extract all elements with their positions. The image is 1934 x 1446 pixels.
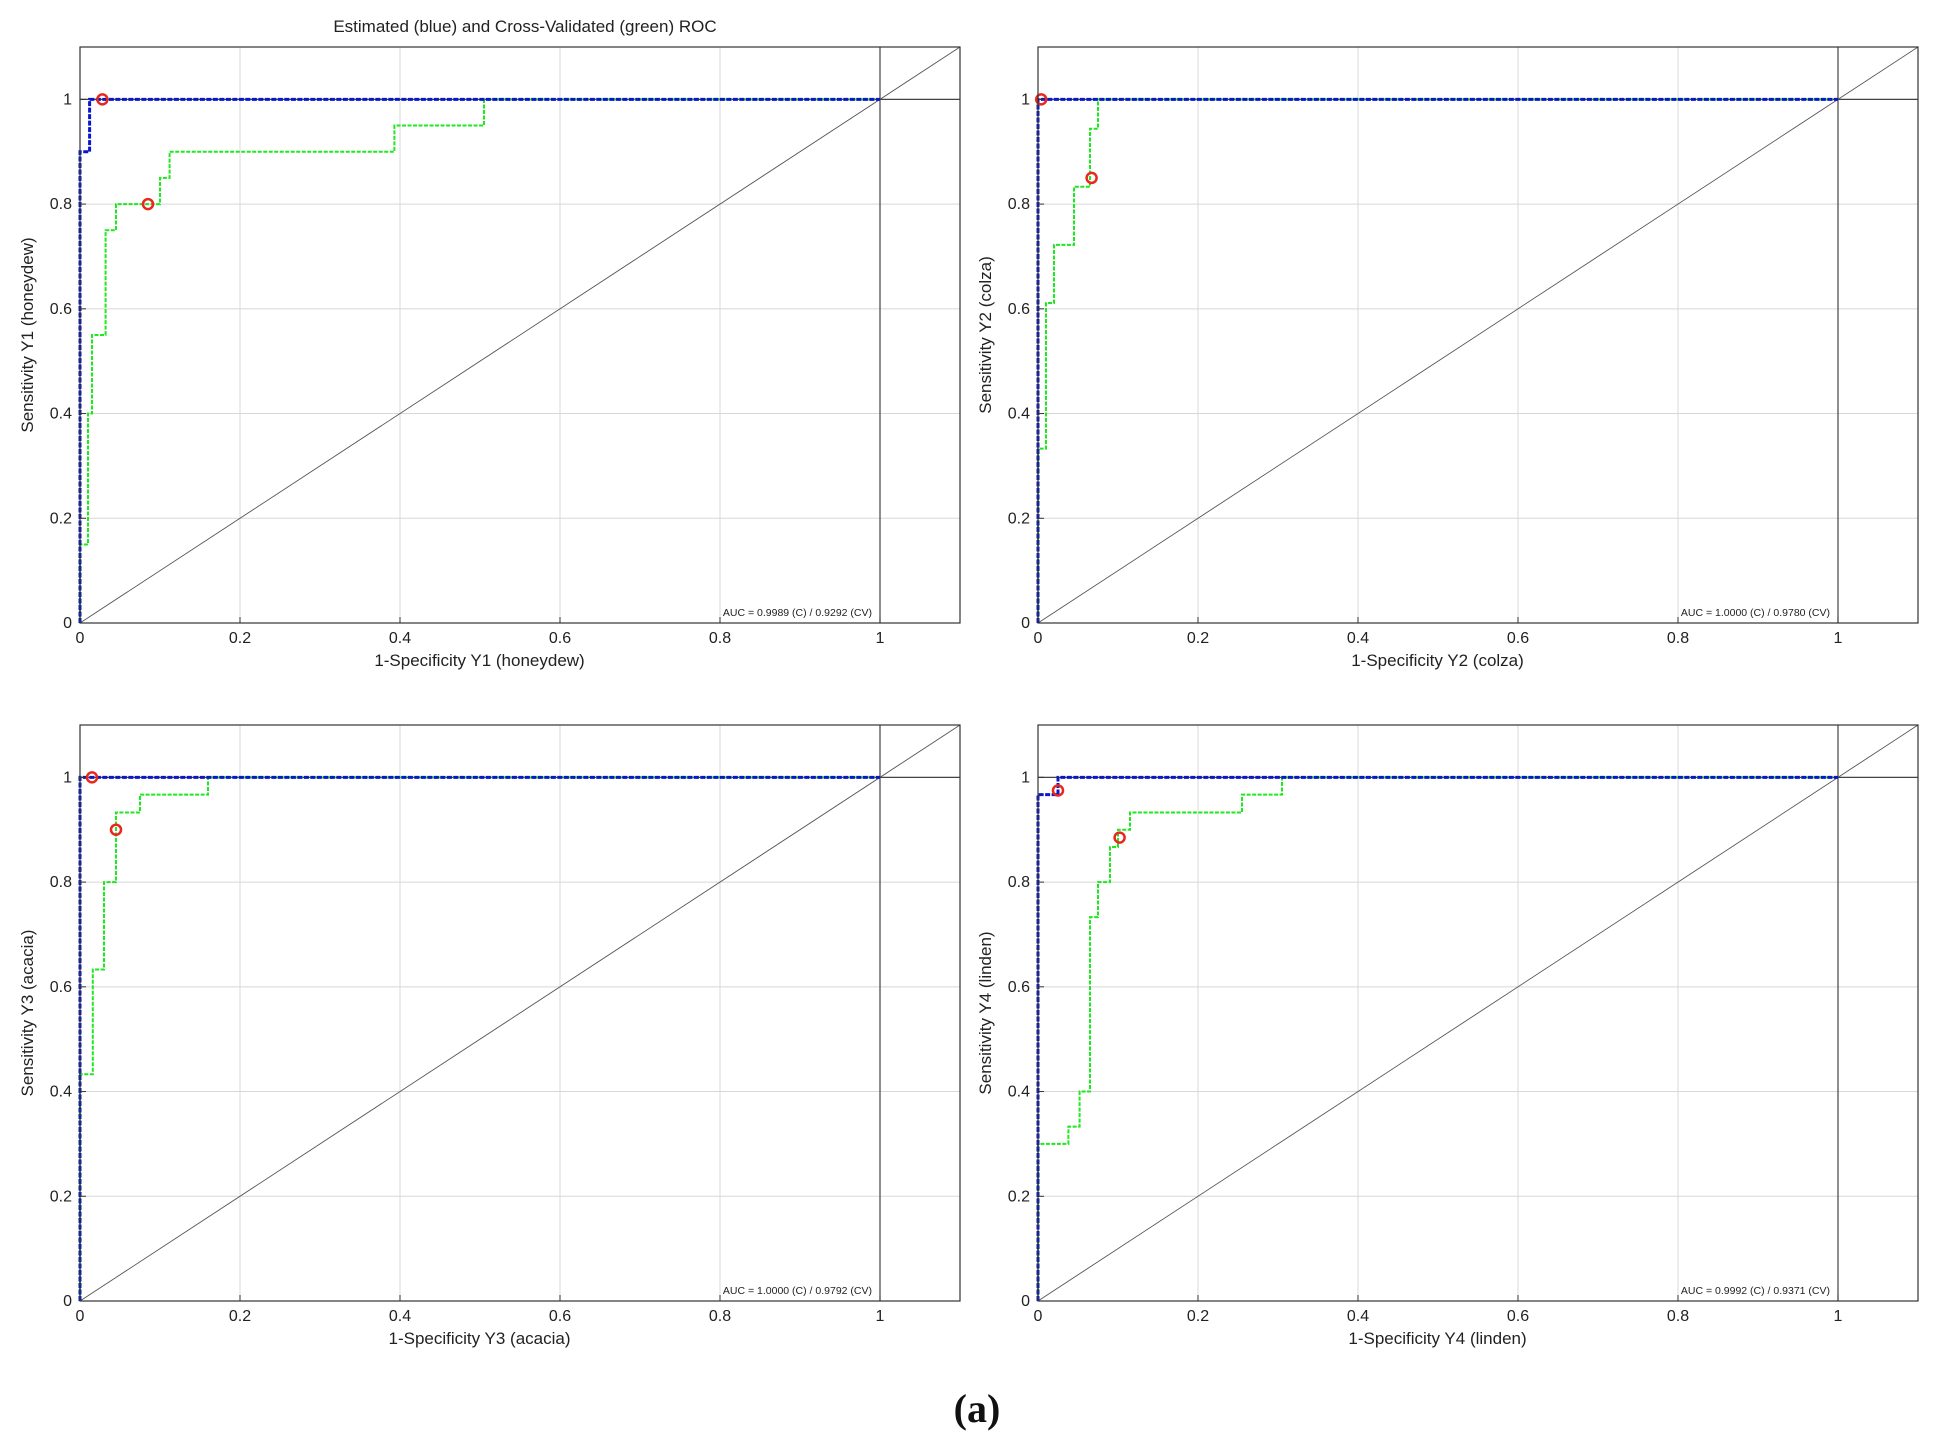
x-tick-label: 1	[876, 630, 885, 647]
y-tick-label: 0.4	[1008, 406, 1030, 423]
x-axis-label: 1-Specificity Y4 (linden)	[1348, 1329, 1526, 1348]
y-axis-label: Sensitivity Y4 (linden)	[976, 931, 995, 1094]
roc-series	[1036, 775, 1838, 1301]
y-tick-label: 0.8	[50, 874, 72, 891]
optimal-point-marker	[109, 823, 123, 836]
y-tick-label: 0.2	[50, 1188, 72, 1205]
x-tick-label: 0.4	[389, 630, 411, 647]
optimal-point-marker	[1034, 93, 1048, 106]
y-tick-label: 0.6	[1008, 301, 1030, 318]
x-tick-label: 0.4	[1347, 630, 1369, 647]
optimal-point-marker	[96, 93, 109, 106]
y-tick-label: 0.8	[1008, 874, 1030, 891]
cross-validated-roc-line	[1037, 776, 1838, 1301]
roc-panel-y2: 0 0.2 0.4 0.6 0.8 1 0 0.2 0.4 0.6 0.8 1 1-Specifici…	[976, 46, 1919, 670]
optimal-point-marker	[1085, 171, 1098, 185]
x-tick-label: 1	[876, 1308, 885, 1325]
x-tick-label: 0.8	[709, 1308, 731, 1325]
x-tick-label: 1	[1834, 630, 1843, 647]
x-tick-label: 0	[1034, 1308, 1043, 1325]
x-tick-label: 0	[1034, 630, 1043, 647]
reference-diagonal	[79, 724, 961, 1302]
y-tick-label: 0	[1021, 615, 1030, 632]
axis-ticks: 0 0.2 0.4 0.6 0.8 1 0 0.2 0.4 0.6 0.8 1	[1008, 769, 1843, 1325]
axis-ticks: 0 0.2 0.4 0.6 0.8 1 0 0.2 0.4 0.6 0.8 1	[1008, 91, 1843, 647]
roc-series	[78, 771, 880, 1301]
y-tick-label: 0	[63, 1293, 72, 1310]
x-tick-label: 1	[1834, 1308, 1843, 1325]
cross-validated-roc-line	[79, 98, 880, 623]
y-tick-label: 0.6	[50, 979, 72, 996]
x-tick-label: 0.6	[1507, 1308, 1529, 1325]
y-tick-label: 0.6	[1008, 979, 1030, 996]
x-tick-label: 0.8	[709, 630, 731, 647]
plot-frame	[79, 724, 961, 1302]
auc-annotation: AUC = 0.9992 (C) / 0.9371 (CV)	[1681, 1285, 1830, 1297]
x-tick-label: 0.6	[549, 630, 571, 647]
y-tick-label: 0.4	[1008, 1084, 1030, 1101]
y-tick-label: 0.4	[50, 406, 72, 423]
x-tick-label: 0.2	[1187, 1308, 1209, 1325]
x-tick-label: 0.2	[229, 630, 251, 647]
y-tick-label: 1	[1021, 769, 1030, 786]
plot-frame	[1037, 46, 1919, 624]
roc-panel-y3: 0 0.2 0.4 0.6 0.8 1 0 0.2 0.4 0.6 0.8 1 1-Specifici…	[18, 724, 961, 1348]
optimal-point-marker	[85, 771, 99, 784]
roc-series	[78, 93, 880, 623]
cross-validated-roc-line	[1037, 98, 1838, 623]
roc-panel-y4: 0 0.2 0.4 0.6 0.8 1 0 0.2 0.4 0.6 0.8 1 1-Specifici…	[976, 724, 1919, 1348]
x-tick-label: 0.6	[549, 1308, 571, 1325]
x-tick-label: 0.6	[1507, 630, 1529, 647]
plot-frame	[79, 46, 961, 624]
reference-diagonal	[79, 46, 961, 624]
y-tick-label: 0.8	[1008, 196, 1030, 213]
x-tick-label: 0.4	[1347, 1308, 1369, 1325]
x-axis-label: 1-Specificity Y1 (honeydew)	[374, 651, 584, 670]
roc-series	[1034, 93, 1838, 623]
x-tick-label: 0.2	[229, 1308, 251, 1325]
x-tick-label: 0	[76, 630, 85, 647]
y-tick-label: 1	[1021, 91, 1030, 108]
y-tick-label: 0.8	[50, 196, 72, 213]
y-tick-label: 0	[1021, 1293, 1030, 1310]
y-axis-label: Sensitivity Y3 (acacia)	[18, 930, 37, 1097]
reference-diagonal	[1037, 724, 1919, 1302]
axis-ticks: 0 0.2 0.4 0.6 0.8 1 0 0.2 0.4 0.6 0.8 1	[50, 769, 885, 1325]
estimated-roc-line	[1036, 775, 1838, 1301]
optimal-point-marker	[1051, 784, 1065, 797]
x-tick-label: 0.2	[1187, 630, 1209, 647]
reference-diagonal	[1037, 46, 1919, 624]
x-tick-label: 0.4	[389, 1308, 411, 1325]
axis-ticks: 0 0.2 0.4 0.6 0.8 1 0 0.2 0.4 0.6 0.8 1	[50, 91, 885, 647]
cross-validated-roc-line	[79, 776, 880, 1301]
auc-annotation: AUC = 1.0000 (C) / 0.9780 (CV)	[1681, 607, 1830, 619]
plot-frame	[1037, 724, 1919, 1302]
y-tick-label: 1	[63, 769, 72, 786]
x-axis-label: 1-Specificity Y2 (colza)	[1351, 651, 1524, 670]
optimal-point-marker	[141, 197, 155, 211]
y-tick-label: 0.2	[1008, 1188, 1030, 1205]
x-tick-label: 0.8	[1667, 1308, 1689, 1325]
y-axis-label: Sensitivity Y2 (colza)	[976, 256, 995, 413]
y-tick-label: 0.2	[1008, 510, 1030, 527]
auc-annotation: AUC = 0.9989 (C) / 0.9292 (CV)	[723, 607, 872, 619]
figure-caption: (a)	[954, 1386, 1001, 1431]
auc-annotation: AUC = 1.0000 (C) / 0.9792 (CV)	[723, 1285, 872, 1297]
y-tick-label: 0.6	[50, 301, 72, 318]
figure-title: Estimated (blue) and Cross-Validated (gr…	[333, 17, 716, 36]
roc-panel-y1: 0 0.2 0.4 0.6 0.8 1 0 0.2 0.4 0.6 0.8 1 1-Specifici…	[18, 46, 961, 670]
x-axis-label: 1-Specificity Y3 (acacia)	[388, 1329, 570, 1348]
optimal-point-marker	[1113, 831, 1126, 844]
y-tick-label: 0.4	[50, 1084, 72, 1101]
y-tick-label: 1	[63, 91, 72, 108]
y-tick-label: 0	[63, 615, 72, 632]
x-tick-label: 0	[76, 1308, 85, 1325]
y-tick-label: 0.2	[50, 510, 72, 527]
x-tick-label: 0.8	[1667, 630, 1689, 647]
y-axis-label: Sensitivity Y1 (honeydew)	[18, 237, 37, 432]
